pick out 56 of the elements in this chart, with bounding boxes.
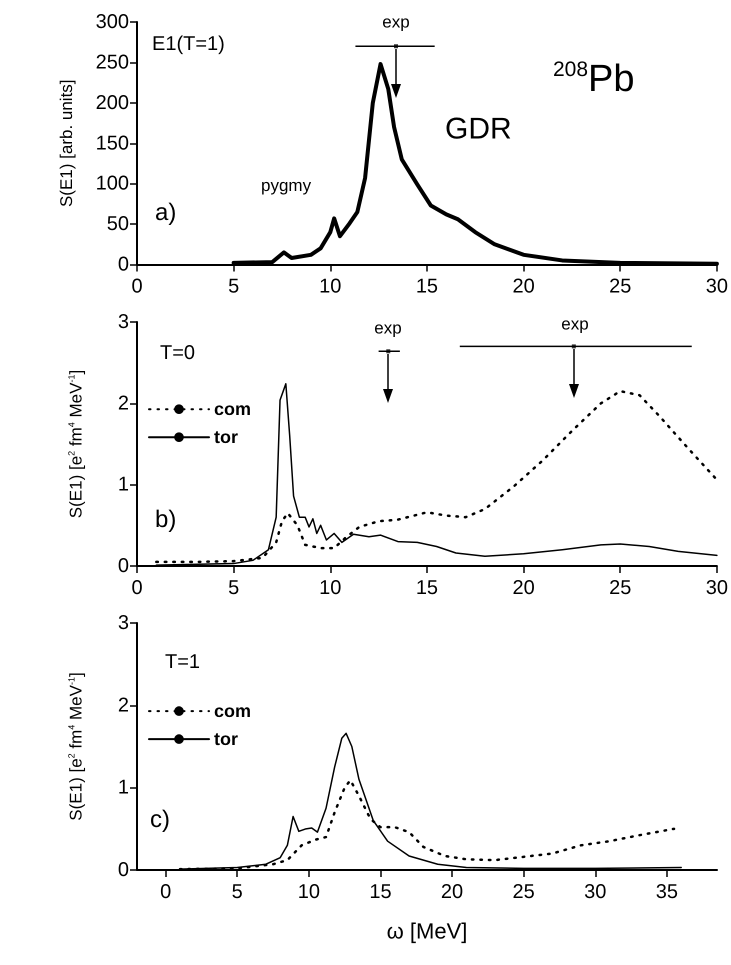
annotation: T=0 [160,342,196,364]
y-tick-label: 0 [118,859,129,881]
y-tick-label: 1 [118,474,129,496]
x-tick-label: 5 [228,577,240,599]
x-tick-label: 0 [131,577,143,599]
annotation: c) [150,806,170,834]
annotation: T=1 [165,651,200,673]
y-axis-title: S(E1) [e2 fm4 MeV-1] [66,370,86,518]
x-tick-label: 25 [512,881,535,903]
x-tick-label: 30 [584,881,606,903]
annotation: GDR [445,112,512,146]
annotation: exp [382,12,410,32]
x-tick-label: 20 [440,881,464,903]
x-tick-label: 20 [512,276,535,298]
x-axis-title: ω [MeV] [386,918,468,944]
x-tick-label: 25 [609,276,632,298]
annotation: b) [155,506,176,534]
y-tick-label: 250 [96,51,129,74]
x-tick-label: 0 [160,881,172,903]
annotation: exp [561,314,589,334]
x-tick-label: 20 [512,577,535,599]
x-tick-label: 5 [228,276,240,298]
y-tick-label: 2 [118,392,129,414]
y-tick-label: 0 [118,254,129,276]
legend-label: com [214,701,252,722]
y-tick-label: 2 [118,694,129,716]
y-tick-label: 150 [96,132,129,154]
x-tick-label: 35 [656,881,678,903]
y-tick-label: 3 [118,612,129,634]
x-tick-label: 15 [416,577,438,599]
annotation: pygmy [261,176,312,195]
y-axis-title: S(E1) [e2 fm4 MeV-1] [66,672,86,821]
x-tick-label: 10 [298,881,320,903]
legend-label: com [214,399,252,420]
y-tick-label: 100 [96,172,129,195]
x-tick-label: 5 [232,881,243,903]
y-tick-label: 200 [96,92,129,114]
x-tick-label: 30 [706,577,728,599]
annotation: a) [155,199,176,226]
x-tick-label: 15 [416,276,438,298]
x-tick-label: 25 [609,577,632,599]
y-tick-label: 300 [96,11,129,33]
y-tick-label: 0 [118,555,129,577]
x-tick-label: 10 [319,276,342,298]
x-tick-label: 10 [319,577,342,599]
y-axis-title: S(E1) [arb. units] [57,79,76,208]
x-tick-label: 0 [131,276,143,298]
y-tick-label: 3 [118,311,129,333]
x-tick-label: 30 [706,276,728,298]
legend-label: tor [214,729,238,750]
annotation: E1(T=1) [152,33,225,55]
legend-label: tor [214,427,238,448]
x-tick-label: 15 [369,881,392,903]
y-tick-label: 1 [118,776,129,799]
annotation: exp [374,318,402,338]
y-tick-label: 50 [106,213,129,236]
